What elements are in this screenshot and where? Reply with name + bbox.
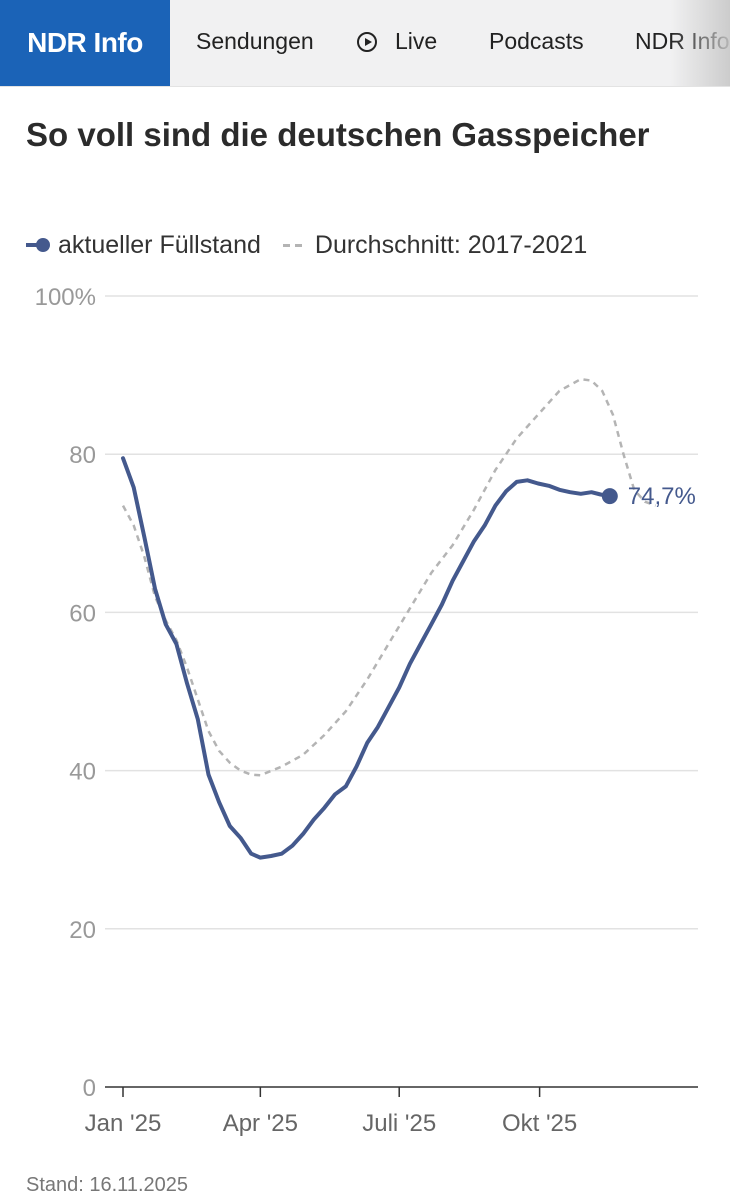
- legend-marker-solid: [26, 235, 50, 255]
- gas-storage-line-chart: 0 20 40 60 80 100% Jan '25 Apr '25 Juli '25 Okt '…: [35, 284, 698, 1137]
- current-endpoint-label: 74,7%: [628, 483, 696, 510]
- series-line-average: [121, 377, 657, 777]
- y-tick-label: 20: [69, 917, 96, 944]
- top-navigation: NDR Info Sendungen Live Podcasts NDR Inf…: [0, 0, 730, 87]
- y-tick-label: 60: [69, 600, 96, 627]
- axis-layer: 0 20 40 60 80 100% Jan '25 Apr '25 Juli '25 Okt '…: [35, 284, 698, 1137]
- legend-label-average: Durchschnitt: 2017-2021: [314, 230, 588, 259]
- nav-scroll-fade: [670, 0, 730, 86]
- y-tick-label: 80: [69, 442, 96, 469]
- grid-layer: [105, 295, 698, 930]
- x-tick-label: Juli '25: [362, 1110, 436, 1137]
- series-layer: [121, 377, 657, 860]
- x-tick-label: Jan '25: [85, 1110, 162, 1137]
- nav-live-label: Live: [395, 28, 438, 54]
- x-tick-label: Okt '25: [502, 1110, 577, 1137]
- chart-legend: aktueller Füllstand Durchschnitt: 2017-2…: [26, 228, 587, 262]
- data-as-of-note: Stand: 16.11.2025: [26, 1174, 188, 1196]
- ndr-info-logo[interactable]: NDR Info: [0, 0, 170, 86]
- label-layer: 74,7%: [628, 483, 696, 510]
- play-circle-icon: [357, 31, 377, 52]
- chart-title: So voll sind die deutschen Gasspeicher: [26, 116, 650, 153]
- nav-live[interactable]: Live: [357, 28, 437, 55]
- legend-label-current: aktueller Füllstand: [58, 230, 261, 259]
- legend-item-current: aktueller Füllstand: [26, 231, 261, 260]
- nav-sendungen[interactable]: Sendungen: [196, 28, 314, 54]
- current-endpoint-dot: [601, 488, 618, 505]
- series-line-current: [121, 456, 612, 860]
- nav-podcasts[interactable]: Podcasts: [489, 28, 584, 54]
- y-tick-label: 100%: [35, 284, 96, 311]
- y-tick-label: 0: [83, 1075, 96, 1102]
- x-tick-label: Apr '25: [223, 1110, 298, 1137]
- legend-marker-dashed: [282, 243, 307, 247]
- legend-item-average: Durchschnitt: 2017-2021: [261, 231, 587, 260]
- y-tick-label: 40: [69, 759, 96, 786]
